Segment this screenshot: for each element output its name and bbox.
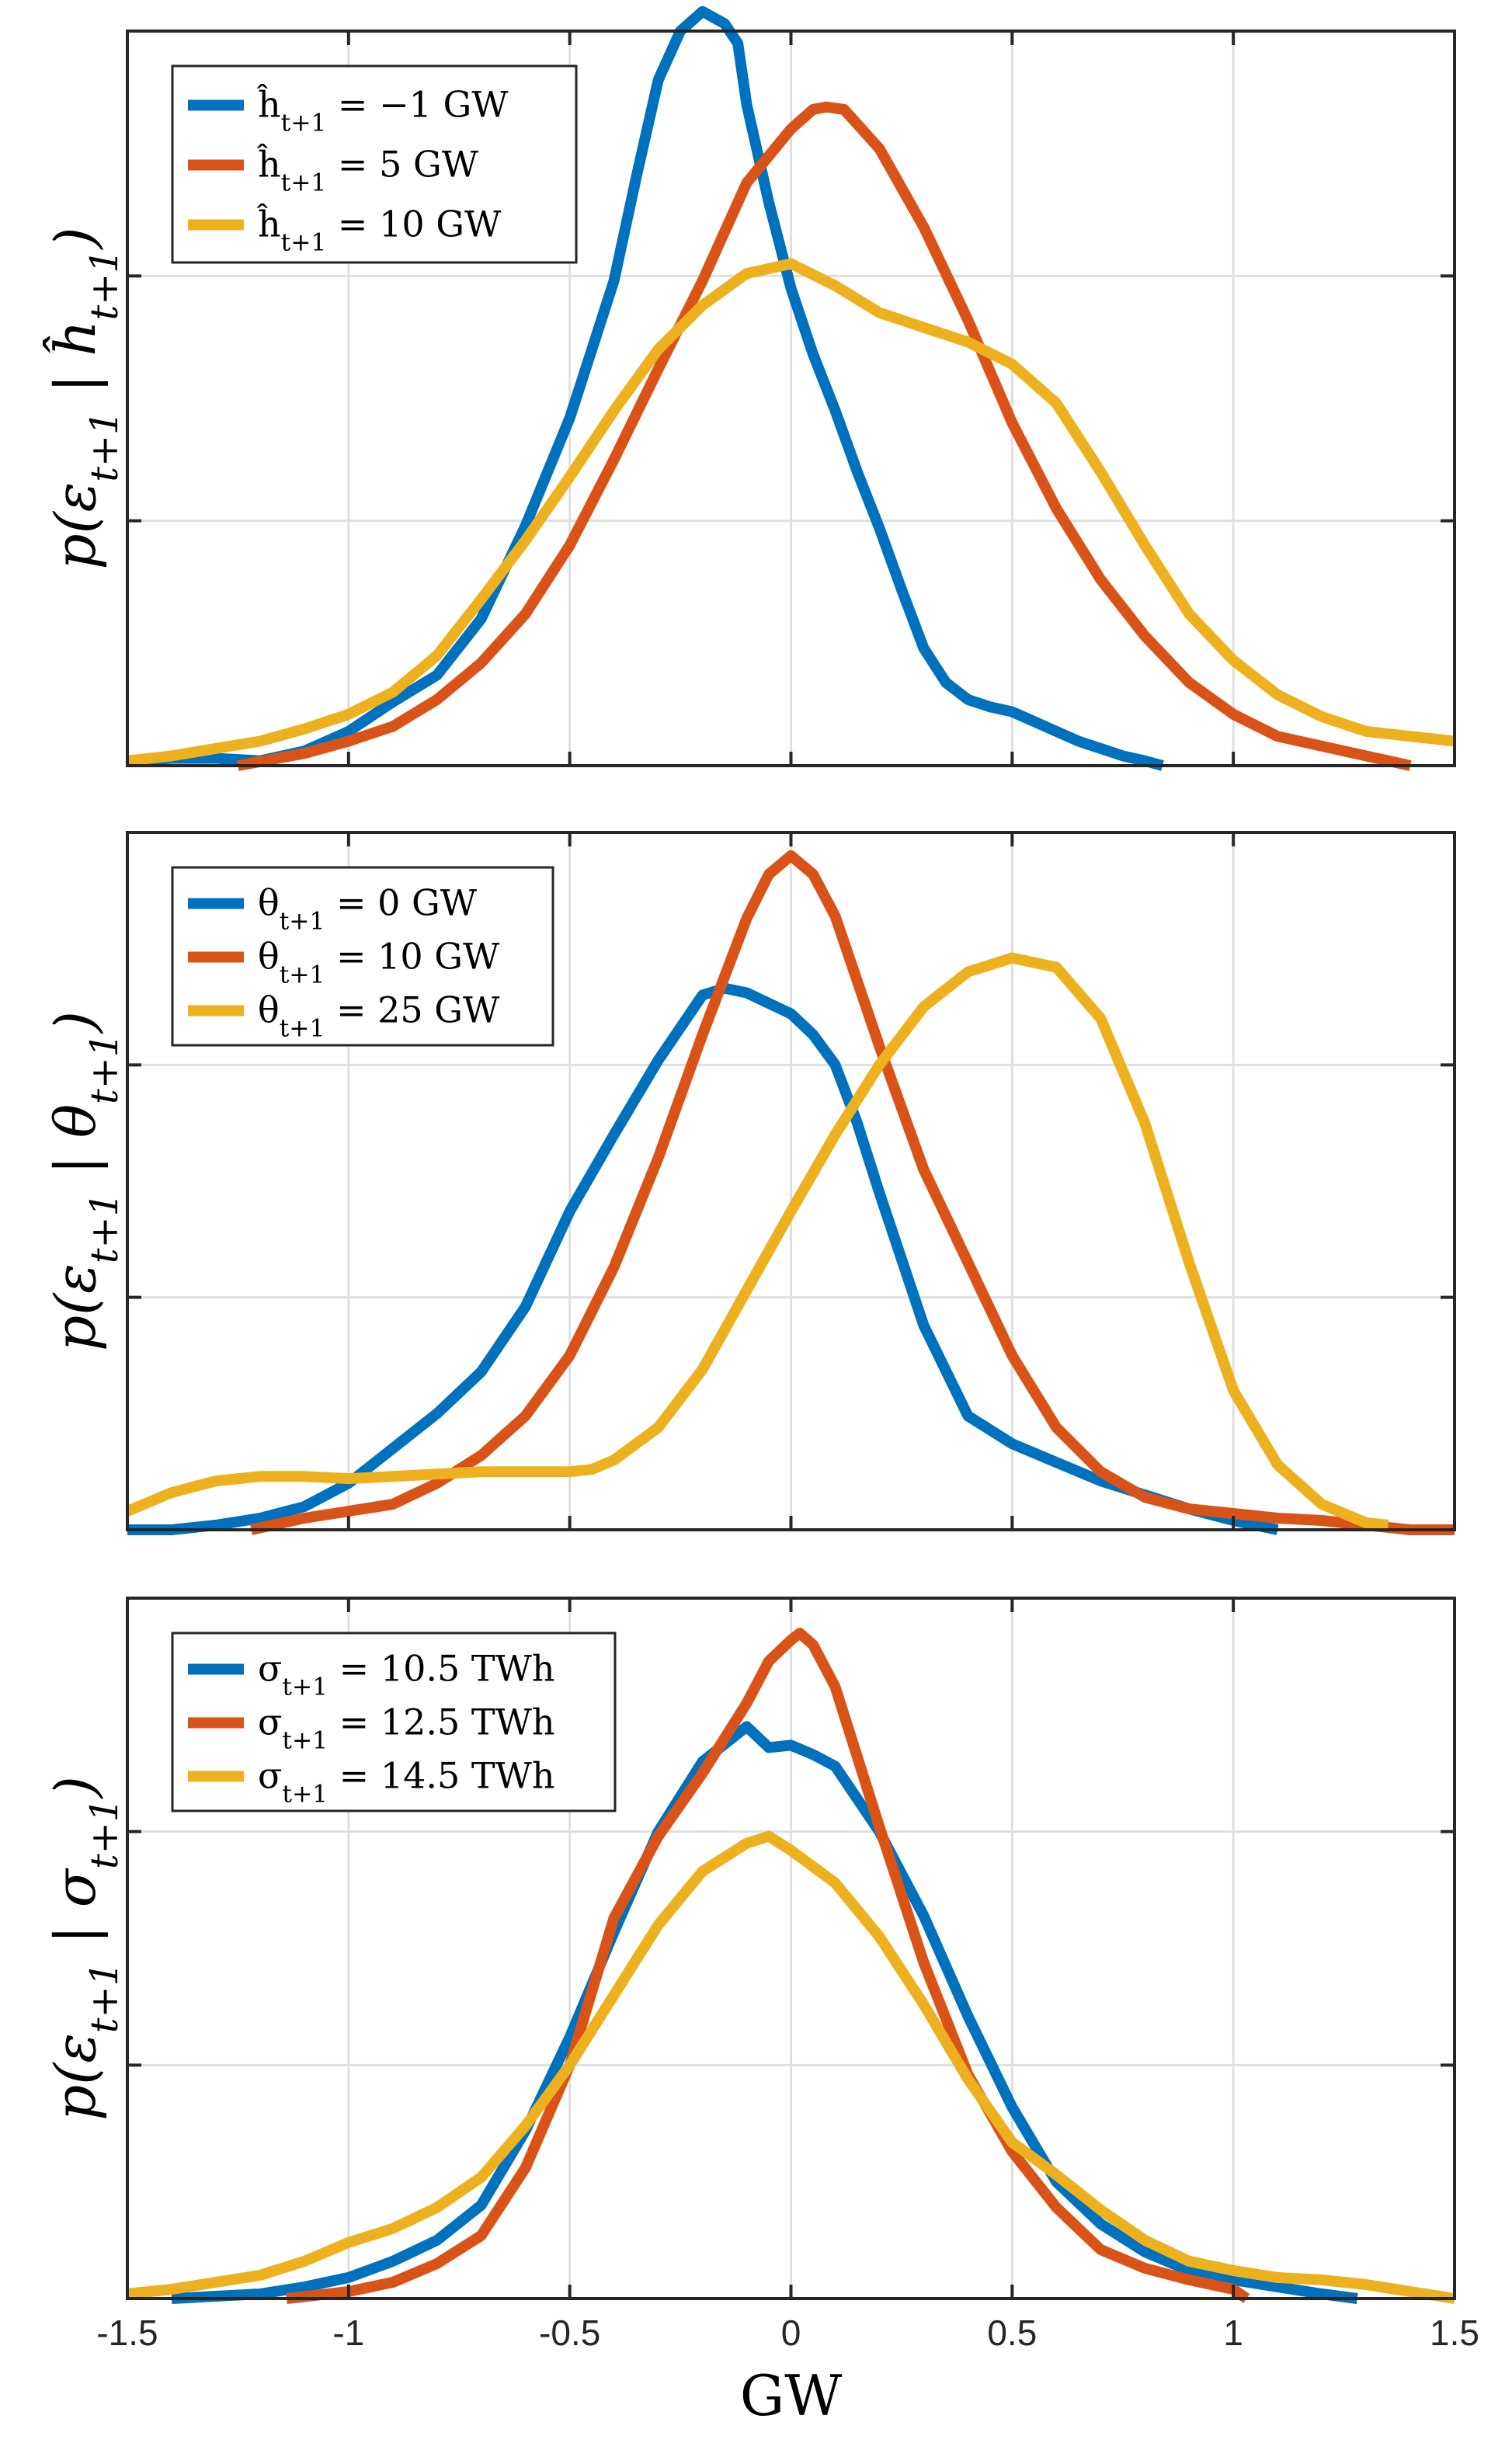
legend-entry-2: ĥt+1 = 5 GW <box>256 143 479 197</box>
y-axis-label: p(εt+1 | σt+1) <box>43 1776 127 2121</box>
legend-box <box>171 1632 617 1812</box>
y-axis-label: p(εt+1 | θt+1) <box>43 1011 127 1351</box>
x-tick-label: 1.5 <box>1430 2313 1479 2353</box>
series-line-3 <box>127 258 1455 766</box>
x-tick-label: -0.5 <box>539 2313 600 2353</box>
legend-entry-3: σt+1 = 14.5 TWh <box>258 1755 554 1809</box>
x-tick-label: 1 <box>1223 2313 1243 2353</box>
y-axis-label: p(εt+1 | ĥt+1) <box>42 227 127 569</box>
series-line-2 <box>237 101 1412 771</box>
legend-entry-1: θt+1 = 0 GW <box>258 882 478 936</box>
legend-entry-2: θt+1 = 10 GW <box>258 936 500 989</box>
series-line-1 <box>127 982 1279 1535</box>
series-line-3 <box>125 952 1389 1531</box>
legend-entry-2: σt+1 = 12.5 TWh <box>258 1701 554 1755</box>
legend-entry-3: ĥt+1 = 10 GW <box>256 203 502 257</box>
series-line-3 <box>127 1830 1456 2304</box>
x-tick-label: 0 <box>781 2313 801 2353</box>
x-tick-label: -1 <box>332 2313 364 2353</box>
series-line-2 <box>286 1628 1250 2304</box>
legend-entry-1: σt+1 = 10.5 TWh <box>258 1648 554 1701</box>
x-axis-label: GW <box>740 2363 843 2428</box>
series-line-1 <box>127 5 1164 771</box>
x-tick-label: 0.5 <box>987 2313 1037 2353</box>
legend-entry-3: θt+1 = 25 GW <box>258 989 500 1043</box>
legend-entry-1: ĥt+1 = −1 GW <box>256 83 509 137</box>
series-line-1 <box>171 1721 1358 2304</box>
legend: ĥt+1 = −1 GW ĥt+1 = 5 GW ĥt+1 = 10 GW <box>171 64 578 264</box>
panel-bottom: -1.5 -1 -0.5 0 0.5 1 1.5 GW p(εt+1 | σt+1) σt+1 =… <box>43 1597 1479 2428</box>
x-tick-label: -1.5 <box>96 2313 158 2353</box>
series-line-2 <box>250 850 1455 1535</box>
